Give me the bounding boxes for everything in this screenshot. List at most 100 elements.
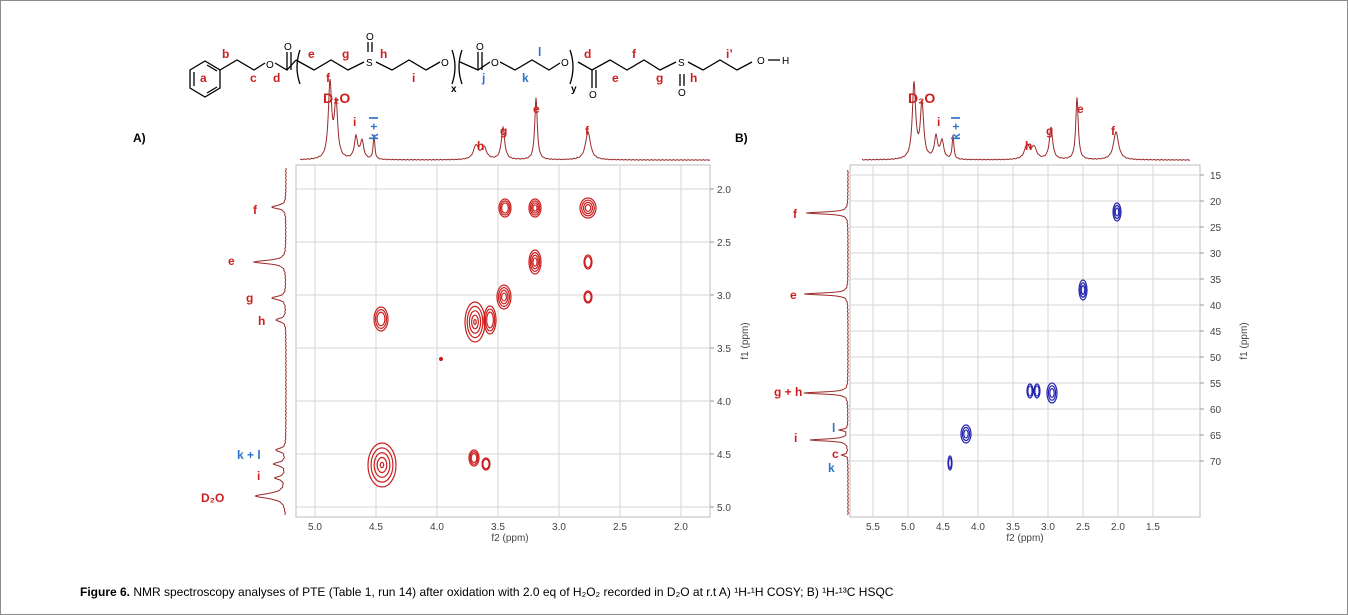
peak-label-d2o: D₂O xyxy=(201,491,224,505)
cosy-cross-peak xyxy=(472,315,479,329)
atom-s: S xyxy=(678,58,685,69)
peak-label-k: k xyxy=(828,461,835,475)
y-tick: 15 xyxy=(1210,171,1222,182)
grid xyxy=(850,165,1200,517)
peak-label-g: g xyxy=(1046,124,1053,138)
label-x: x xyxy=(451,84,457,95)
peak-label-h: h xyxy=(258,314,265,328)
hsqc-cross-peak xyxy=(1115,208,1119,216)
label-k: k xyxy=(522,71,529,85)
x-tick: 2.5 xyxy=(613,522,627,533)
x-tick: 3.5 xyxy=(1006,522,1020,533)
cosy-panel: A) 5.0 4.5 4.0 3.5 3.0 2.5 2.0 f2 (ppm) … xyxy=(133,79,751,544)
peak-label-h: h xyxy=(1025,139,1032,153)
atom-o: O xyxy=(266,60,274,71)
y-tick: 3.0 xyxy=(717,291,731,302)
cosy-cross-peak xyxy=(474,320,476,325)
y-tick: 25 xyxy=(1210,223,1222,234)
peak-label-e: e xyxy=(533,102,540,116)
chain-bond xyxy=(688,60,752,70)
cosy-cross-peak xyxy=(533,205,537,211)
chain-bond xyxy=(220,60,265,70)
label-i: i xyxy=(412,71,415,85)
hsqc-cross-peak xyxy=(964,430,968,438)
y-tick: 50 xyxy=(1210,353,1222,364)
peak-label-d2o: D₂O xyxy=(323,90,350,106)
x-tick: 4.5 xyxy=(369,522,383,533)
atom-o: O xyxy=(366,32,374,43)
top-projection-spectrum xyxy=(300,79,710,160)
cosy-cross-peak xyxy=(471,454,477,463)
peak-label-k-l: k + l xyxy=(949,116,963,140)
proton-labels: a b c d e f g h i x j k l y d e f g h i’ xyxy=(200,45,733,95)
cosy-cross-peak xyxy=(465,302,485,342)
label-i-prime: i’ xyxy=(726,47,733,61)
y-tick-marks xyxy=(710,189,714,507)
label-h: h xyxy=(380,47,387,61)
atom-o: O xyxy=(757,56,765,67)
label-a: a xyxy=(200,71,207,85)
peak-label-i: i xyxy=(257,469,260,483)
peak-label-e: e xyxy=(790,288,797,302)
x-tick: 2.0 xyxy=(674,522,688,533)
label-j: j xyxy=(481,71,485,85)
grid xyxy=(296,165,710,517)
x-tick: 3.0 xyxy=(552,522,566,533)
caption-text: NMR spectroscopy analyses of PTE (Table … xyxy=(130,585,893,599)
left-peak-labels: f e g + h l i c k xyxy=(774,207,839,475)
peak-label-f: f xyxy=(793,207,798,221)
x-tick: 4.0 xyxy=(430,522,444,533)
atom-o: O xyxy=(491,58,499,69)
peak-label-g-h: g + h xyxy=(774,385,802,399)
cosy-cross-peak xyxy=(374,453,390,478)
y-tick: 60 xyxy=(1210,405,1222,416)
hsqc-cross-peak xyxy=(949,458,952,468)
y-tick: 3.5 xyxy=(717,344,731,355)
peak-label-d2o: D₂O xyxy=(908,90,935,106)
y-tick: 45 xyxy=(1210,327,1222,338)
label-f: f xyxy=(632,47,637,61)
chain-bond xyxy=(376,60,440,70)
cosy-cross-peak xyxy=(380,462,383,467)
hsqc-panel: B) 5.5 5.0 4.5 4.0 3.5 3.0 2.5 2.0 1.5 f… xyxy=(735,81,1250,544)
y-tick: 70 xyxy=(1210,457,1222,468)
label-y: y xyxy=(571,84,577,95)
plot-frame xyxy=(850,165,1200,517)
y-tick: 55 xyxy=(1210,379,1222,390)
x-tick: 2.0 xyxy=(1111,522,1125,533)
top-peak-labels: D₂O i k + l h g e f xyxy=(908,90,1116,153)
peak-label-l: l xyxy=(832,421,835,435)
peak-label-g: g xyxy=(500,124,507,138)
label-g: g xyxy=(342,47,349,61)
cosy-cross-peak xyxy=(368,443,396,487)
plot-frame xyxy=(296,165,710,517)
chain-bond xyxy=(460,62,490,70)
label-h: h xyxy=(690,71,697,85)
cosy-cross-peak xyxy=(580,198,596,218)
panel-label: B) xyxy=(735,131,748,145)
y-tick: 2.0 xyxy=(717,185,731,196)
hsqc-contours xyxy=(948,203,1121,470)
cosy-cross-peak xyxy=(585,257,591,268)
peak-label-i: i xyxy=(794,431,797,445)
y-tick: 5.0 xyxy=(717,503,731,514)
peak-label-i: i xyxy=(353,115,356,129)
y-axis-ticks: 15 20 25 30 35 40 45 50 55 60 65 70 xyxy=(1210,171,1222,468)
x-tick: 2.5 xyxy=(1076,522,1090,533)
peak-label-g: g xyxy=(246,291,253,305)
cosy-cross-peak xyxy=(585,205,590,212)
x-tick: 1.5 xyxy=(1146,522,1160,533)
cosy-cross-peak xyxy=(440,358,443,361)
peak-label-c: c xyxy=(832,447,839,461)
y-tick: 30 xyxy=(1210,249,1222,260)
x-axis-label: f2 (ppm) xyxy=(1006,533,1043,544)
y-tick: 4.5 xyxy=(717,450,731,461)
cosy-cross-peak xyxy=(487,312,494,328)
y-tick: 4.0 xyxy=(717,397,731,408)
label-g: g xyxy=(656,71,663,85)
x-tick: 5.5 xyxy=(866,522,880,533)
chain-bond xyxy=(296,60,364,70)
atom-s: S xyxy=(366,58,373,69)
cosy-cross-peak xyxy=(377,458,387,473)
